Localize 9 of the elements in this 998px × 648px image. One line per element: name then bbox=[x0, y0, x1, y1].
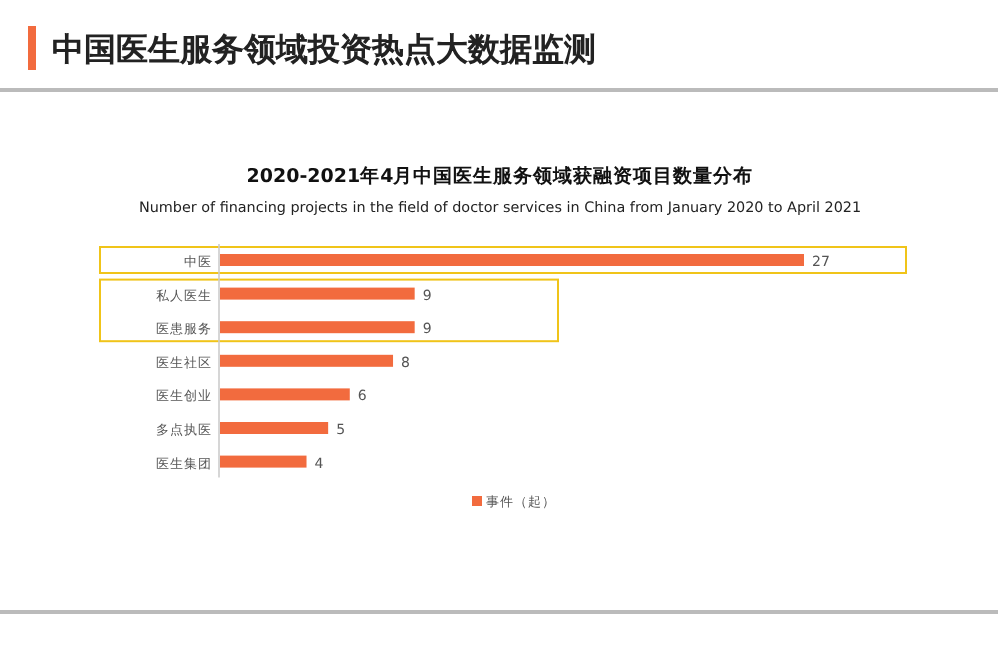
bar bbox=[220, 388, 350, 401]
chart-title: 2020-2021年4月中国医生服务领域获融资项目数量分布 bbox=[246, 164, 754, 188]
bar bbox=[220, 254, 804, 266]
bar bbox=[220, 422, 329, 434]
bar bbox=[220, 287, 415, 300]
bar bbox=[220, 455, 307, 468]
text: 中国医生服务领域投资热点大数据监测 bbox=[52, 30, 596, 68]
bar bbox=[220, 321, 415, 334]
bar bbox=[220, 354, 394, 367]
